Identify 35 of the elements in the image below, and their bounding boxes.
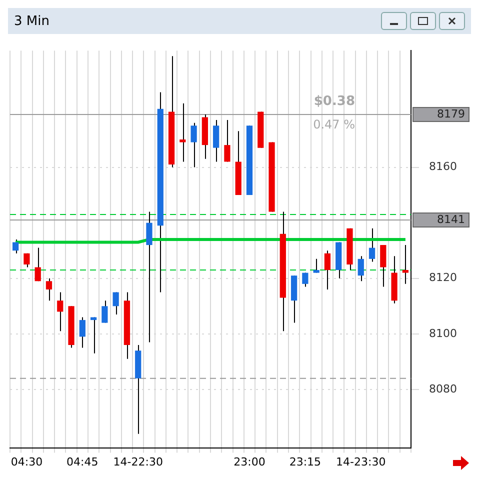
ref-line-label: 8179 — [437, 107, 466, 120]
candlestick — [112, 292, 119, 315]
x-tick-label: 23:00 — [234, 455, 266, 468]
x-tick-label: 04:30 — [10, 455, 43, 468]
candlestick — [402, 244, 408, 284]
candlestick — [358, 256, 364, 282]
candlestick — [24, 252, 30, 268]
candlestick — [180, 102, 186, 162]
candlestick — [224, 120, 230, 162]
candlestick — [190, 122, 197, 168]
chart-title: 3 Min — [14, 14, 50, 28]
candlestick — [213, 120, 220, 162]
y-tick-label: 8120 — [429, 271, 458, 284]
ref-line-label: 8141 — [437, 212, 466, 226]
x-tick-label: 04:45 — [66, 455, 98, 468]
candlestick — [102, 300, 108, 324]
candlestick — [146, 211, 152, 343]
candlestick — [380, 244, 386, 288]
candlestick — [34, 247, 41, 282]
y-tick-label: 8100 — [429, 326, 458, 340]
candlestick — [57, 292, 64, 332]
annotation: 0.47 % — [313, 118, 356, 132]
x-tick-label: 14-22:30 — [113, 455, 163, 468]
y-tick-label: 8080 — [429, 382, 458, 396]
x-tick-label: 23:15 — [289, 455, 322, 468]
y-tick-label: 8160 — [429, 160, 458, 174]
x-tick-label: 14-23:30 — [336, 455, 386, 468]
candlestick — [46, 278, 52, 302]
candlestick — [313, 258, 320, 274]
candlestick — [302, 272, 308, 288]
candlestick — [368, 228, 376, 262]
annotation: $0.38 — [314, 94, 356, 109]
candlestick — [324, 250, 331, 290]
candlestick — [79, 316, 86, 348]
candlestick — [12, 238, 19, 254]
